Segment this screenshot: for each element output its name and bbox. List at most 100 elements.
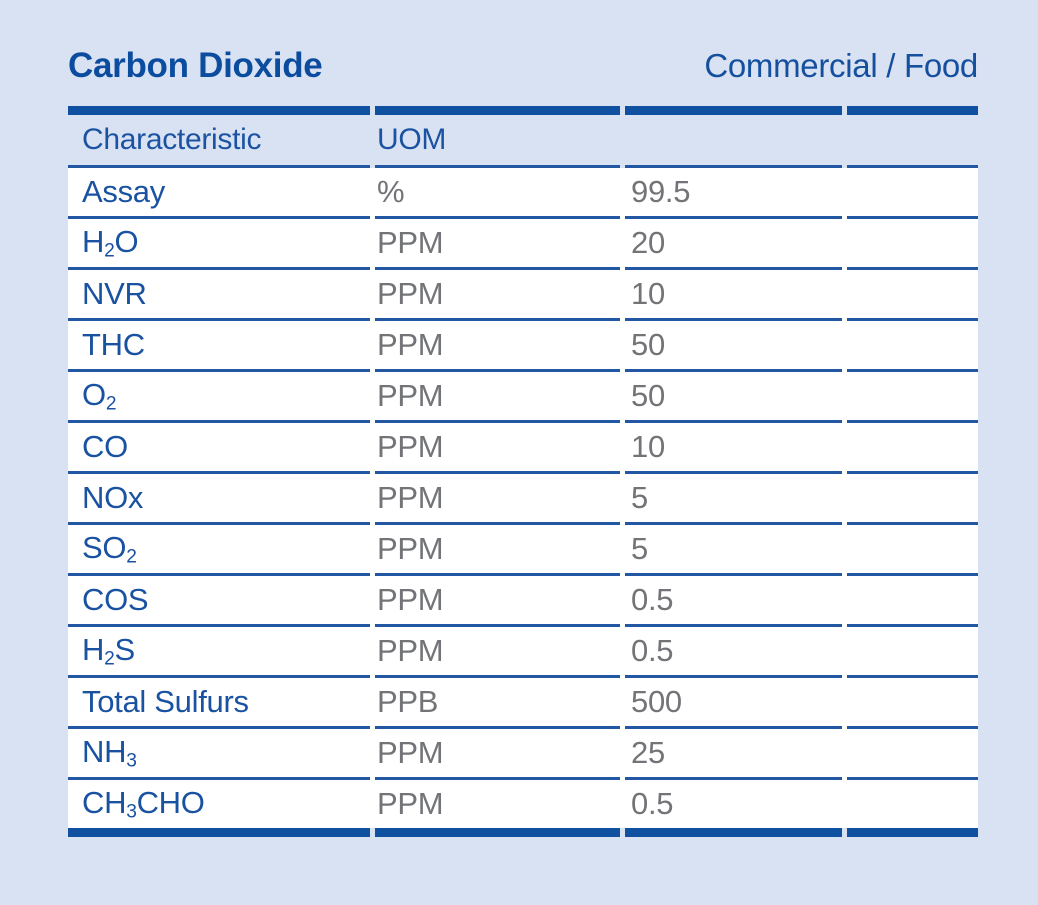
- rule-segment: [847, 624, 978, 627]
- rule-segment: [847, 726, 978, 729]
- characteristic-cell: CH3CHO: [68, 780, 370, 828]
- rule-segment: [625, 267, 842, 270]
- rule-segment: [68, 318, 370, 321]
- rule-segment: [375, 420, 620, 423]
- extra-cell: [847, 729, 978, 777]
- row-rule: [68, 675, 978, 678]
- rule-segment: [375, 777, 620, 780]
- table-row: NOx PPM 5: [68, 474, 978, 522]
- characteristic-cell: O2: [68, 372, 370, 420]
- extra-cell: [847, 372, 978, 420]
- extra-cell: [847, 678, 978, 726]
- rule-segment: [625, 471, 842, 474]
- extra-cell: [847, 423, 978, 471]
- table-row: H2S PPM 0.5: [68, 627, 978, 675]
- characteristic-cell: NVR: [68, 270, 370, 318]
- characteristic-cell: Total Sulfurs: [68, 678, 370, 726]
- table-row: SO2 PPM 5: [68, 525, 978, 573]
- rule-segment: [625, 675, 842, 678]
- uom-cell: PPM: [377, 480, 444, 515]
- row-rule: [68, 573, 978, 576]
- rule-segment: [625, 828, 842, 837]
- rule-segment: [847, 106, 978, 115]
- extra-cell: [847, 270, 978, 318]
- rule-segment: [625, 522, 842, 525]
- rule-segment: [375, 828, 620, 837]
- rule-segment: [68, 522, 370, 525]
- uom-cell: PPM: [377, 378, 444, 413]
- rule-segment: [847, 573, 978, 576]
- rule-segment: [625, 165, 842, 168]
- rule-segment: [625, 318, 842, 321]
- column-header-uom: UOM: [377, 123, 447, 156]
- value-cell: 20: [631, 225, 665, 260]
- row-rule: [68, 624, 978, 627]
- characteristic-label: COS: [82, 582, 149, 617]
- rule-segment: [847, 369, 978, 372]
- characteristic-cell: NH3: [68, 729, 370, 777]
- table-row: COS PPM 0.5: [68, 576, 978, 624]
- value-cell: 10: [631, 276, 665, 311]
- table-row: CH3CHO PPM 0.5: [68, 780, 978, 828]
- rule-segment: [625, 369, 842, 372]
- characteristic-cell: THC: [68, 321, 370, 369]
- rule-segment: [68, 165, 370, 168]
- rule-segment: [68, 828, 370, 837]
- uom-cell: PPM: [377, 786, 444, 821]
- rule-segment: [625, 420, 842, 423]
- rule-segment: [68, 471, 370, 474]
- uom-cell: PPM: [377, 225, 444, 260]
- bottom-rule: [68, 828, 978, 837]
- value-cell: 50: [631, 378, 665, 413]
- characteristic-label: Assay: [82, 174, 165, 209]
- table-row: O2 PPM 50: [68, 372, 978, 420]
- value-cell: 25: [631, 735, 665, 770]
- extra-cell: [847, 168, 978, 216]
- row-rule: [68, 777, 978, 780]
- characteristic-label: H2O: [82, 223, 139, 262]
- uom-cell: PPM: [377, 582, 444, 617]
- column-header-extra: [847, 115, 978, 165]
- rule-segment: [847, 420, 978, 423]
- title-bar: Carbon Dioxide Commercial / Food: [68, 46, 978, 106]
- value-cell: 5: [631, 480, 648, 515]
- characteristic-label: Total Sulfurs: [82, 684, 249, 719]
- uom-cell: PPM: [377, 633, 444, 668]
- rule-segment: [847, 318, 978, 321]
- rule-segment: [375, 267, 620, 270]
- characteristic-cell: H2O: [68, 219, 370, 267]
- column-header-value: [625, 115, 842, 165]
- characteristic-cell: NOx: [68, 474, 370, 522]
- characteristic-label: NOx: [82, 480, 144, 515]
- row-rule: [68, 369, 978, 372]
- rule-segment: [375, 369, 620, 372]
- rule-segment: [625, 726, 842, 729]
- extra-cell: [847, 576, 978, 624]
- row-rule: [68, 471, 978, 474]
- rule-segment: [847, 471, 978, 474]
- rule-segment: [375, 522, 620, 525]
- table-body: Assay% 99.5 H2O PPM 20 NVR PPM 10 THC PPM 50 O2 PPM 5…: [68, 168, 978, 828]
- row-rule: [68, 420, 978, 423]
- rule-segment: [68, 675, 370, 678]
- characteristic-cell: CO: [68, 423, 370, 471]
- rule-segment: [68, 573, 370, 576]
- value-cell: 10: [631, 429, 665, 464]
- rule-segment: [375, 573, 620, 576]
- uom-cell: PPB: [377, 684, 439, 719]
- rule-segment: [847, 777, 978, 780]
- value-cell: 500: [631, 684, 682, 719]
- row-rule: [68, 522, 978, 525]
- characteristic-label: NH3: [82, 733, 137, 772]
- characteristic-label: CH3CHO: [82, 784, 205, 823]
- uom-cell: PPM: [377, 276, 444, 311]
- extra-cell: [847, 780, 978, 828]
- rule-segment: [68, 777, 370, 780]
- value-cell: 0.5: [631, 633, 674, 668]
- table-row: Assay% 99.5: [68, 168, 978, 216]
- row-rule: [68, 726, 978, 729]
- rule-segment: [847, 216, 978, 219]
- row-rule: [68, 216, 978, 219]
- rule-segment: [625, 624, 842, 627]
- table-row: NH3 PPM 25: [68, 729, 978, 777]
